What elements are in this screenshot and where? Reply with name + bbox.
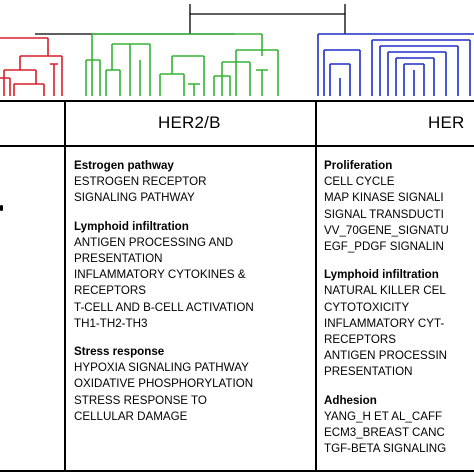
column-divider-left [64, 100, 66, 472]
list-item: OXIDATIVE PHOSPHORYLATION [74, 377, 254, 391]
section-title: Lymphoid infiltration [74, 219, 189, 233]
section-title: Proliferation [324, 159, 393, 172]
list-item: SIGNALING PATHWAY [74, 191, 195, 205]
dendrogram-root-branches [35, 4, 346, 35]
section-title: Lymphoid infiltration [324, 268, 439, 282]
list-item: ECM3_BREAST CANC [324, 426, 445, 440]
list-item: TH1-TH2-TH3 [74, 316, 148, 330]
list-item: NATURAL KILLER CEL [324, 284, 446, 298]
list-item: RECEPTORS [74, 284, 146, 298]
table-bottom-rule [0, 470, 474, 472]
green-branches [85, 33, 279, 96]
dendrogram-blue-cluster [317, 33, 474, 96]
list-item: TGF-BETA SIGNALING [324, 442, 447, 456]
section-title: Estrogen pathway [74, 159, 174, 172]
dendrogram-red-cluster [0, 37, 63, 96]
her2b-signature-list: Estrogen pathway ESTROGEN RECEPTOR SIGNA… [74, 158, 254, 425]
cluster-dendrogram [0, 4, 474, 96]
list-item: ANTIGEN PROCESSING AND [74, 235, 234, 249]
section-title: Adhesion [324, 393, 377, 407]
her-signature-list: Proliferation CELL CYCLE MAP KINASE SIGN… [324, 158, 474, 457]
list-item: PRESENTATION [324, 365, 413, 379]
column-header-her2b: HER2/B [158, 113, 221, 132]
list-item: CELLULAR DAMAGE [74, 409, 188, 423]
list-item: ANTIGEN PROCESSIN [324, 349, 448, 363]
list-item: HYPOXIA SIGNALING PATHWAY [74, 361, 249, 375]
list-item: INFLAMMATORY CYT- [324, 316, 445, 330]
header-bottom-rule [0, 145, 474, 147]
column-header-her: HER [428, 113, 465, 132]
list-item: STRESS RESPONSE TO [74, 393, 207, 407]
red-branches [0, 37, 63, 96]
left-column-fragment-mark [0, 205, 3, 211]
list-item: ESTROGEN RECEPTOR [74, 175, 207, 189]
list-item: MAP KINASE SIGNALI [324, 191, 444, 205]
section-title: Stress response [74, 345, 165, 359]
list-item: YANG_H ET AL_CAFF [324, 409, 443, 423]
blue-branches [317, 33, 474, 96]
list-item: RECEPTORS [324, 333, 396, 347]
list-item: T-CELL AND B-CELL ACTIVATION [74, 300, 254, 314]
dendrogram-green-cluster [85, 33, 279, 96]
list-item: PRESENTATION [74, 252, 163, 266]
column-divider-right [315, 100, 317, 472]
table-top-rule [0, 100, 474, 102]
list-item: CYTOTOXICITY [324, 300, 410, 314]
list-item: EGF_PDGF SIGNALIN [324, 240, 444, 254]
list-item: VV_70GENE_SIGNATU [324, 223, 449, 237]
list-item: SIGNAL TRANSDUCTI [324, 207, 444, 221]
list-item: INFLAMMATORY CYTOKINES & [74, 268, 246, 282]
list-item: CELL CYCLE [324, 175, 395, 189]
